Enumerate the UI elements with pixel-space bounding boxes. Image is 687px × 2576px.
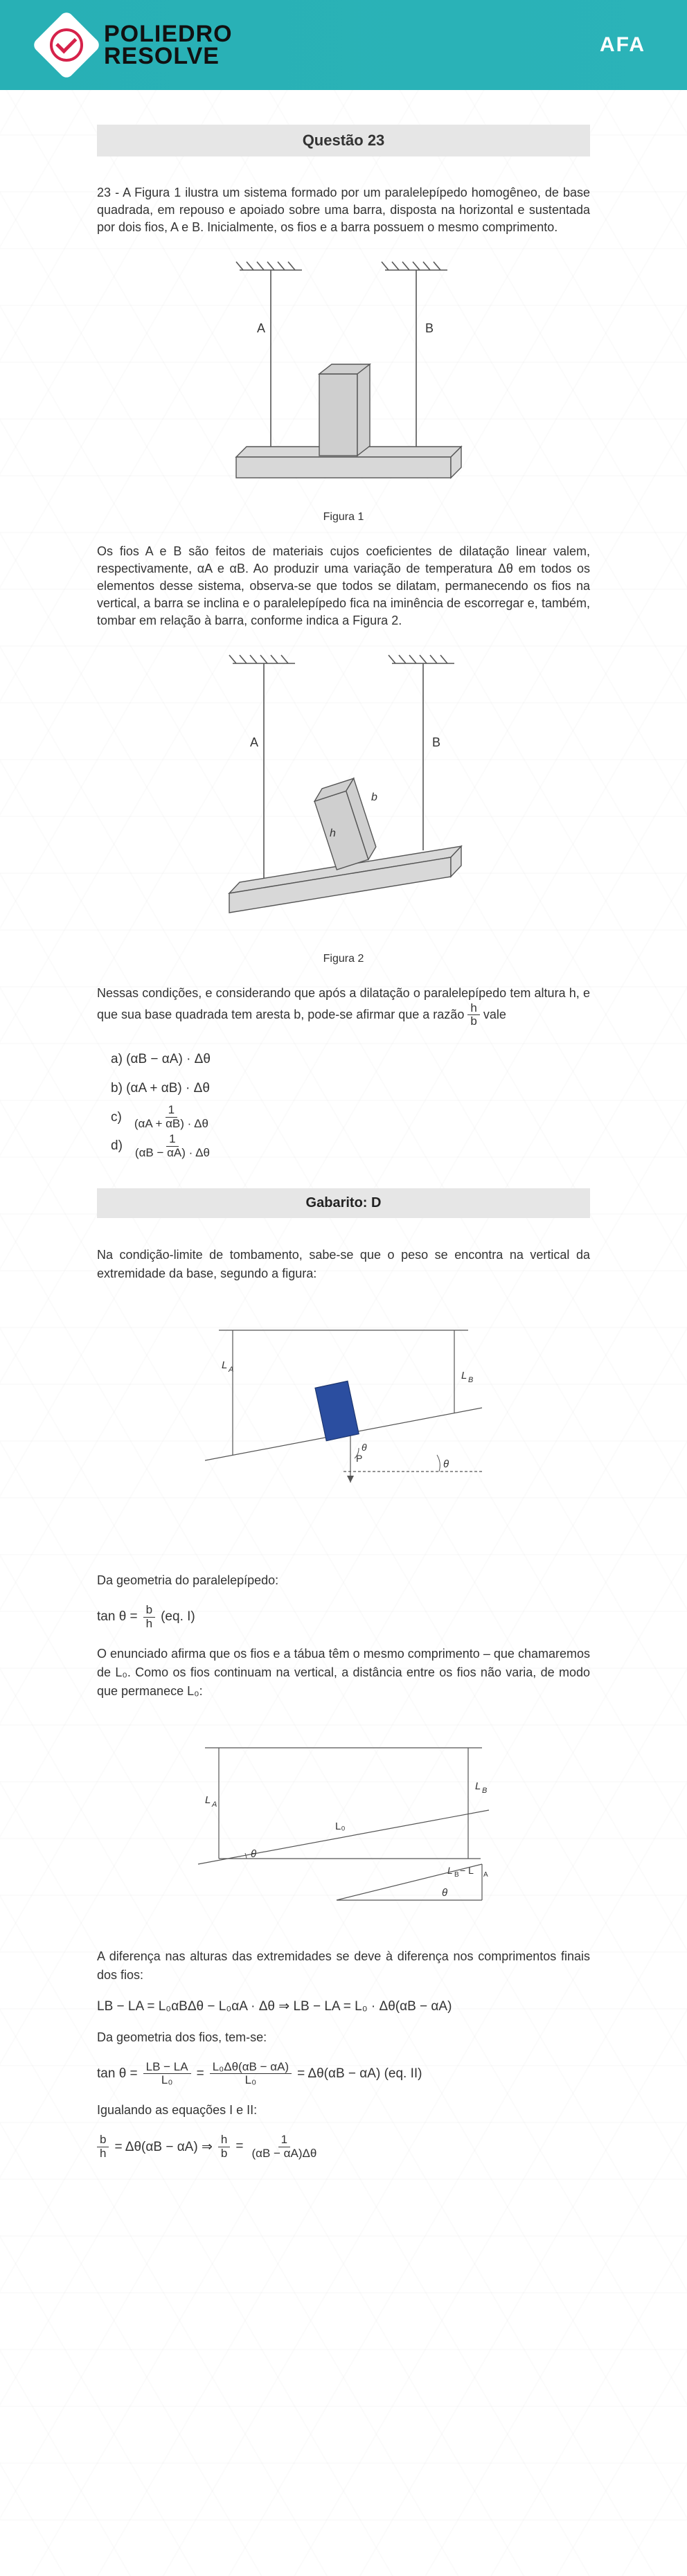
svg-text:A: A bbox=[211, 1800, 217, 1809]
svg-text:B: B bbox=[468, 1376, 473, 1384]
exam-label: AFA bbox=[600, 33, 645, 57]
svg-text:B: B bbox=[454, 1871, 459, 1879]
svg-text:L: L bbox=[447, 1865, 453, 1876]
option-b: b) (αA + αB) · Δθ bbox=[111, 1074, 590, 1103]
equation-4: bh = Δθ(αB − αA) ⇒ hb = 1(αB − αA)Δθ bbox=[97, 2134, 590, 2160]
checkmark-icon bbox=[50, 28, 83, 62]
brand-text: POLIEDRO RESOLVE bbox=[104, 23, 233, 68]
brand-line1: POLIEDRO bbox=[104, 23, 233, 45]
figure-1-svg: A B bbox=[198, 256, 489, 506]
solution-para-6: Igualando as equações I e II: bbox=[97, 2101, 590, 2120]
solution-figure-2: θ θ LA LB L₀ LB − LA bbox=[97, 1720, 590, 1928]
equation-1: tan θ = bh (eq. I) bbox=[97, 1604, 590, 1630]
question-para1: A Figura 1 ilustra um sistema formado po… bbox=[97, 186, 590, 234]
svg-text:B: B bbox=[482, 1787, 487, 1795]
svg-text:b: b bbox=[371, 791, 377, 803]
question-para2: Os fios A e B são feitos de materiais cu… bbox=[97, 543, 590, 630]
solution-para-1: Na condição-limite de tombamento, sabe-s… bbox=[97, 1246, 590, 1283]
brand-badge-icon bbox=[31, 10, 102, 80]
solution-para-3: O enunciado afirma que os fios e a tábua… bbox=[97, 1645, 590, 1701]
svg-text:A: A bbox=[483, 1871, 488, 1879]
svg-text:L: L bbox=[205, 1794, 211, 1806]
svg-text:θ: θ bbox=[443, 1458, 449, 1470]
svg-text:L: L bbox=[475, 1780, 481, 1792]
svg-text:P: P bbox=[356, 1453, 362, 1464]
svg-text:A: A bbox=[257, 321, 265, 335]
figure-2-svg: A B b h bbox=[191, 650, 496, 947]
svg-text:L: L bbox=[461, 1370, 467, 1381]
figure-2-caption: Figura 2 bbox=[323, 953, 364, 965]
svg-text:L: L bbox=[222, 1359, 227, 1371]
svg-text:B: B bbox=[432, 735, 440, 749]
ratio-hb: hb bbox=[467, 1002, 479, 1028]
answer-options: a) (αB − αA) · Δθ b) (αA + αB) · Δθ c) 1… bbox=[111, 1045, 590, 1161]
svg-text:h: h bbox=[330, 828, 336, 839]
equation-3: tan θ = LB − LAL₀ = L₀Δθ(αB − αA)L₀ = Δθ… bbox=[97, 2061, 590, 2087]
figure-2: A B b h Figura 2 bbox=[97, 650, 590, 965]
solution-figure-1: P θ θ LA LB bbox=[97, 1303, 590, 1552]
svg-text:θ: θ bbox=[251, 1848, 256, 1860]
svg-text:A: A bbox=[228, 1366, 233, 1374]
question-banner: Questão 23 bbox=[97, 125, 590, 156]
option-d: d) 1(αB − αA) · Δθ bbox=[111, 1132, 590, 1161]
question-number: 23 - bbox=[97, 186, 123, 199]
page-header: POLIEDRO RESOLVE AFA bbox=[0, 0, 687, 90]
equation-2: LB − LA = L₀αBΔθ − L₀αA · Δθ ⇒ LB − LA =… bbox=[97, 1998, 590, 2014]
figure-1-caption: Figura 1 bbox=[323, 511, 364, 524]
svg-text:B: B bbox=[425, 321, 434, 335]
option-c: c) 1(αA + αB) · Δθ bbox=[111, 1103, 590, 1132]
solution-geom-label: Da geometria do paralelepípedo: bbox=[97, 1571, 590, 1590]
brand-block: POLIEDRO RESOLVE bbox=[42, 20, 233, 70]
option-a: a) (αB − αA) · Δθ bbox=[111, 1045, 590, 1074]
svg-text:A: A bbox=[250, 735, 258, 749]
solution-para-4: A diferença nas alturas das extremidades… bbox=[97, 1947, 590, 1985]
solution-figure-2-svg: θ θ LA LB L₀ LB − LA bbox=[157, 1720, 530, 1928]
solution-figure-1-svg: P θ θ LA LB bbox=[163, 1303, 524, 1552]
brand-line2: RESOLVE bbox=[104, 45, 233, 67]
solution-para-5: Da geometria dos fios, tem-se: bbox=[97, 2028, 590, 2047]
answer-key-banner: Gabarito: D bbox=[97, 1188, 590, 1218]
page-content: Questão 23 23 - A Figura 1 ilustra um si… bbox=[0, 90, 687, 2228]
svg-text:L₀: L₀ bbox=[335, 1821, 346, 1832]
figure-1: A B Figura 1 bbox=[97, 256, 590, 524]
svg-text:θ: θ bbox=[362, 1442, 367, 1453]
question-para3: Nessas condições, e considerando que apó… bbox=[97, 985, 590, 1029]
question-intro: 23 - A Figura 1 ilustra um sistema forma… bbox=[97, 184, 590, 237]
svg-text:θ: θ bbox=[442, 1887, 447, 1899]
